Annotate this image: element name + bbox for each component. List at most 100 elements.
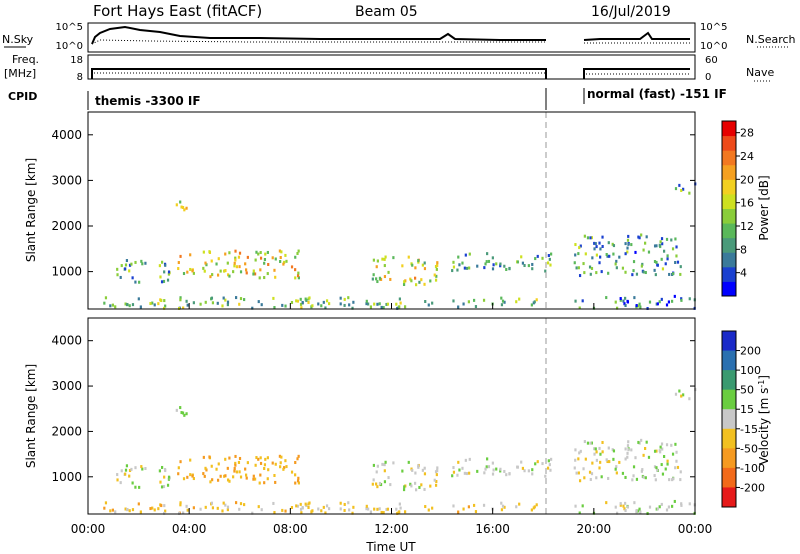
nave-tick-high: 60 bbox=[705, 55, 718, 66]
power-echo-cell bbox=[674, 237, 677, 241]
power-echo-cell bbox=[639, 305, 642, 309]
power-echo-cell bbox=[680, 298, 683, 302]
power-echo-cell bbox=[347, 296, 350, 300]
power-echo-cell bbox=[255, 250, 258, 254]
power-echo-cell bbox=[593, 247, 596, 251]
power-echo-cell bbox=[116, 273, 119, 277]
velocity-echo-cell bbox=[676, 465, 680, 469]
power-echo-cell bbox=[160, 299, 163, 303]
velocity-echo-cell bbox=[380, 510, 383, 514]
xtick-label: 08:00 bbox=[273, 522, 308, 536]
velocity-echo-cell bbox=[423, 487, 426, 491]
power-echo-cell bbox=[311, 304, 314, 308]
power-echo-cell bbox=[124, 263, 128, 267]
power-echo-cell bbox=[209, 275, 212, 279]
velocity-echo-cell bbox=[589, 477, 592, 481]
power-echo-cell bbox=[621, 266, 625, 270]
power-echo-cell bbox=[483, 266, 486, 270]
velocity-echo-cell bbox=[272, 501, 275, 505]
velocity-echo-cell bbox=[531, 468, 534, 472]
power-echo-cell bbox=[492, 263, 495, 267]
power-echo-cell bbox=[140, 259, 143, 263]
power-echo-cell bbox=[109, 304, 112, 308]
velocity-echo-cell bbox=[375, 470, 378, 474]
nave-label: Nave bbox=[746, 66, 774, 79]
power-echo-cell bbox=[463, 266, 466, 270]
velocity-echo-cell bbox=[417, 464, 420, 468]
power-echo-cell bbox=[380, 305, 383, 309]
power-echo-cell bbox=[590, 266, 594, 270]
velocity-echo-cell bbox=[258, 481, 261, 485]
velocity-echo-cell bbox=[386, 507, 390, 511]
power-echo-cell bbox=[417, 259, 420, 263]
power-echo-cell bbox=[451, 269, 454, 273]
velocity-echo-cell bbox=[294, 461, 297, 465]
velocity-echo-cell bbox=[295, 504, 298, 508]
power-echo-cell bbox=[179, 200, 182, 204]
velocity-echo-cell bbox=[257, 505, 260, 509]
velocity-echo-cell bbox=[605, 501, 608, 505]
power-echo-cell bbox=[271, 256, 274, 260]
power-echo-cell bbox=[550, 252, 553, 256]
power-echo-cell bbox=[638, 236, 641, 240]
power-echo-cell bbox=[615, 266, 618, 270]
velocity-echo-cell bbox=[647, 455, 651, 459]
velocity-echo-cell bbox=[503, 469, 506, 473]
velocity-colorbar-swatch bbox=[722, 350, 736, 371]
power-echo-cell bbox=[365, 302, 368, 306]
velocity-echo-cell bbox=[588, 470, 592, 474]
velocity-echo-cell bbox=[285, 465, 288, 469]
power-echo-cell bbox=[582, 262, 585, 266]
power-echo-cell bbox=[348, 303, 351, 307]
velocity-echo-cell bbox=[131, 508, 135, 512]
power-echo-cell bbox=[515, 300, 518, 304]
power-echo-cell bbox=[224, 269, 227, 273]
velocity-echo-cell bbox=[632, 465, 636, 469]
cpid-segment-2: normal (fast) -151 IF bbox=[587, 87, 727, 101]
power-echo-cell bbox=[476, 264, 479, 268]
velocity-echo-cell bbox=[618, 460, 621, 464]
cpid-panel: CPID themis -3300 IF normal (fast) -151 … bbox=[8, 87, 727, 110]
velocity-echo-cell bbox=[296, 504, 299, 508]
power-echo-cell bbox=[656, 302, 659, 306]
power-echo-cell bbox=[384, 255, 387, 259]
power-echo-cell bbox=[659, 240, 662, 244]
freq-label: Freq. bbox=[12, 53, 39, 66]
power-echo-cell bbox=[266, 250, 269, 254]
power-echo-cell bbox=[376, 302, 379, 306]
power-echo-cell bbox=[282, 262, 285, 266]
power-echo-cell bbox=[273, 268, 276, 272]
power-echo-cell bbox=[144, 261, 147, 265]
power-echo-cell bbox=[577, 252, 580, 256]
velocity-echo-cell bbox=[234, 454, 237, 458]
velocity-echo-cell bbox=[670, 504, 674, 508]
velocity-echo-cell bbox=[257, 457, 260, 461]
power-echo-cell bbox=[626, 246, 629, 250]
velocity-echo-cell bbox=[500, 508, 504, 512]
velocity-echo-cell bbox=[474, 510, 478, 514]
velocity-echo-cell bbox=[574, 504, 577, 508]
velocity-echo-cell bbox=[434, 470, 438, 474]
time-xlabel: Time UT bbox=[365, 540, 416, 554]
power-echo-cell bbox=[655, 260, 658, 264]
power-echo-cell bbox=[577, 266, 580, 270]
power-echo-cell bbox=[181, 206, 185, 210]
power-echo-cell bbox=[299, 302, 303, 306]
power-echo-cell bbox=[646, 306, 649, 310]
power-echo-cell bbox=[410, 279, 413, 283]
velocity-echo-cell bbox=[219, 474, 222, 478]
velocity-echo-cell bbox=[210, 464, 213, 468]
power-echo-cell bbox=[308, 296, 311, 300]
velocity-echo-cell bbox=[500, 501, 503, 505]
velocity-echo-cell bbox=[383, 480, 387, 484]
velocity-echo-cell bbox=[210, 501, 214, 505]
velocity-echo-cell bbox=[599, 452, 602, 456]
velocity-echo-cell bbox=[665, 443, 669, 447]
velocity-echo-cell bbox=[175, 408, 178, 412]
power-echo-cell bbox=[601, 235, 604, 239]
velocity-echo-cell bbox=[376, 507, 379, 511]
power-echo-cell bbox=[484, 262, 487, 266]
velocity-echo-cell bbox=[124, 472, 127, 476]
velocity-echo-cell bbox=[675, 450, 678, 454]
velocity-echo-cell bbox=[516, 465, 519, 469]
